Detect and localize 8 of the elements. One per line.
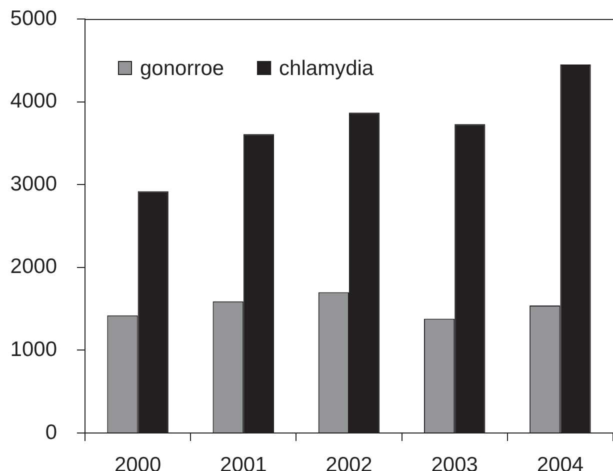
y-tick-label: 2000 <box>10 255 57 278</box>
y-tick-label: 4000 <box>10 90 57 113</box>
y-tick-label: 0 <box>45 420 57 444</box>
y-tick-label: 5000 <box>10 6 57 30</box>
y-tick-label: 1000 <box>10 338 57 361</box>
legend-label: chlamydia <box>279 56 374 80</box>
y-tick-label: 3000 <box>10 172 57 196</box>
legend-label: gonorroe <box>140 56 224 80</box>
